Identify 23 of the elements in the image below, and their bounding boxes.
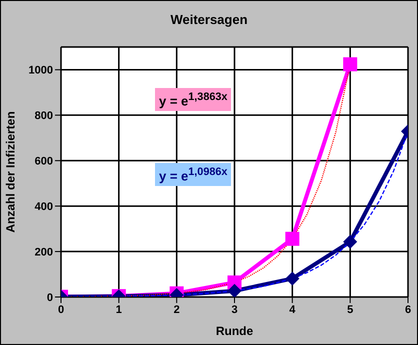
equation-label: y = e$^{1,0986x}$	[155, 163, 232, 186]
x-tick-label: 3	[231, 304, 238, 316]
y-tick-label: 400	[34, 200, 53, 213]
x-tick-label: 4	[289, 304, 296, 316]
point	[343, 57, 358, 72]
y-tick-label: 200	[34, 246, 53, 258]
equation-label: y = e$^{1,3863x}$	[155, 88, 232, 112]
point	[228, 284, 242, 297]
x-tick-label: 0	[58, 304, 64, 316]
chart-title: Weitersagen	[169, 12, 249, 27]
point	[285, 232, 300, 246]
x-tick-label: 1	[116, 304, 122, 316]
y-tick-label: 600	[34, 156, 53, 168]
y-tick-label: 1000	[28, 64, 53, 77]
point	[285, 272, 300, 286]
y-tick-label: 0	[46, 292, 53, 304]
point	[343, 234, 358, 249]
x-tick-label: 5	[347, 304, 354, 316]
x-tick-label: 6	[404, 304, 412, 316]
y-tick-label: 800	[34, 110, 53, 122]
y-axis-title: Anzahl der Infizierten	[3, 111, 18, 233]
x-tick-label: 2	[174, 304, 180, 316]
x-axis-title: Runde	[216, 324, 254, 338]
